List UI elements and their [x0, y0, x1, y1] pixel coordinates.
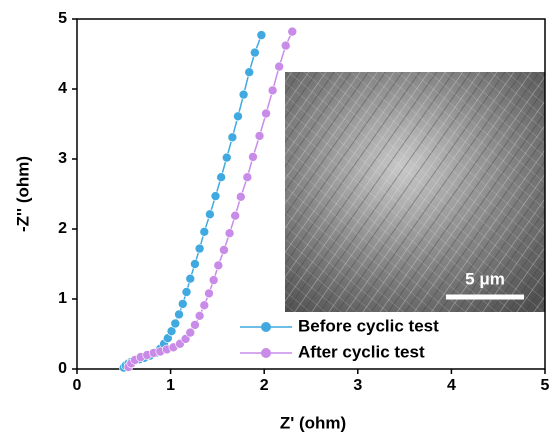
data-point [257, 31, 266, 40]
data-point [182, 288, 191, 297]
data-point [190, 260, 199, 269]
data-point [233, 112, 242, 121]
data-point [217, 173, 226, 182]
chart: 5 μm Z' (ohm) -Z'' (ohm) 0 1 2 3 4 5 0 1 2 3 4 5 Bef… [0, 0, 551, 437]
data-point [171, 319, 180, 328]
y-tick-label: 2 [58, 220, 67, 237]
data-point [205, 210, 214, 219]
data-point [243, 173, 252, 182]
x-tick-label: 3 [353, 377, 362, 394]
scale-bar-label: 5 μm [465, 269, 505, 288]
data-point [250, 48, 259, 57]
data-point [186, 328, 195, 337]
data-point [248, 152, 257, 161]
x-tick-label: 1 [166, 377, 175, 394]
data-point [231, 211, 240, 220]
y-tick-label: 1 [58, 290, 67, 307]
data-point [225, 229, 234, 238]
data-point [186, 274, 195, 283]
x-tick-label: 4 [447, 377, 456, 394]
data-point [255, 131, 264, 140]
y-tick-label: 3 [58, 150, 67, 167]
x-axis-title: Z' (ohm) [280, 413, 346, 432]
data-point [236, 192, 245, 201]
x-tick-label: 0 [73, 377, 82, 394]
data-point [214, 261, 223, 270]
data-point [200, 301, 209, 310]
data-point [262, 109, 271, 118]
legend-label: After cyclic test [298, 342, 425, 361]
data-point [209, 276, 218, 285]
data-point [200, 227, 209, 236]
y-tick-label: 4 [58, 80, 67, 97]
data-point [178, 299, 187, 308]
x-tick-label: 2 [260, 377, 269, 394]
y-axis-title: -Z'' (ohm) [13, 156, 32, 232]
data-point [245, 68, 254, 77]
data-point [275, 62, 284, 71]
y-tick-label: 0 [58, 360, 67, 377]
legend-marker [261, 322, 271, 332]
data-point [195, 244, 204, 253]
x-tick-label: 5 [541, 377, 550, 394]
data-point [281, 41, 290, 50]
data-point [219, 246, 228, 255]
data-point [268, 86, 277, 95]
data-point [211, 192, 220, 201]
data-point [222, 153, 231, 162]
y-tick-label: 5 [58, 10, 67, 27]
legend-label: Before cyclic test [298, 316, 439, 335]
data-point [239, 90, 248, 99]
data-point [190, 320, 199, 329]
data-point [204, 289, 213, 298]
data-point [175, 310, 184, 319]
legend-marker [261, 348, 271, 358]
series-line [128, 32, 292, 367]
data-point [288, 27, 297, 36]
inset-image: 5 μm [285, 72, 545, 312]
data-point [228, 133, 237, 142]
data-point [195, 311, 204, 320]
